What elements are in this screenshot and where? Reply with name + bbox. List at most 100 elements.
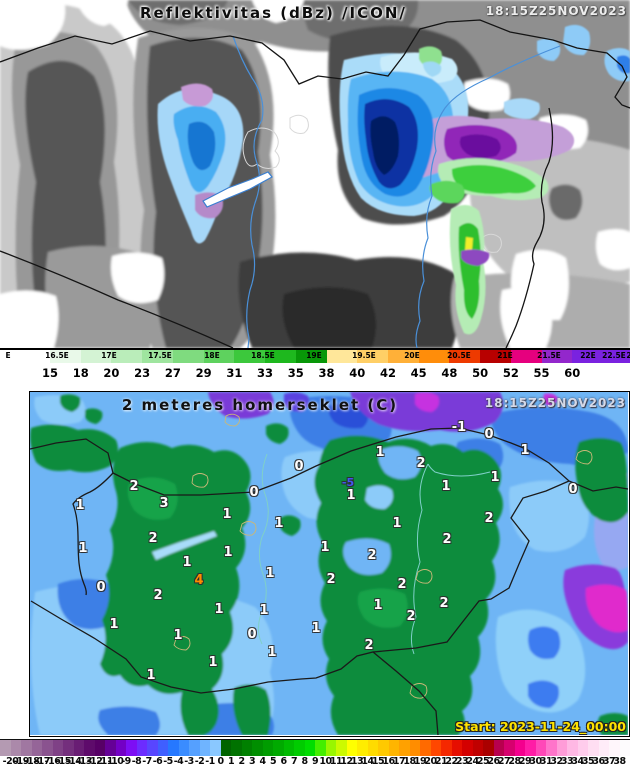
reflectivity-timestamp: 18:15Z25NOV2023: [485, 4, 627, 18]
temp-scale-label: 6: [280, 756, 287, 767]
colorbar-segment: [172, 350, 205, 363]
colorbar-segment: [418, 350, 450, 363]
longitude-label: 22E: [580, 351, 596, 360]
colorbar-segment: [168, 740, 179, 756]
colorbar-segment: [462, 740, 473, 756]
colorbar-segment: [619, 740, 630, 756]
temp-scale-label: 29: [518, 756, 532, 767]
temp-scale-label: -4: [173, 756, 184, 767]
temp-scale-label: -1: [205, 756, 215, 767]
station-temperature: 1: [223, 544, 233, 560]
colorbar-segment: [504, 740, 515, 756]
station-temperature: 2: [364, 637, 374, 653]
model-start-label: Start: 2023-11-24_00:00: [455, 719, 626, 734]
temp-scale-label: -13: [76, 756, 92, 767]
temp-scale-label: -16: [44, 756, 61, 767]
temp-scale-label: 25: [476, 756, 490, 767]
station-temperature: 1: [259, 602, 269, 618]
temp-scale-label: -17: [34, 756, 50, 767]
colorbar-segment: [480, 350, 512, 363]
temp-scale-label: 0: [217, 756, 224, 767]
dbz-scale-label: 23: [134, 366, 151, 380]
colorbar-segment: [325, 740, 337, 756]
longitude-label: 20E: [404, 351, 420, 360]
temp-scale-label: 12: [340, 756, 353, 767]
station-temperature: 1: [373, 597, 383, 613]
dbz-scale-label: 20: [103, 366, 120, 380]
temp-scale-label: 18: [403, 756, 416, 767]
colorbar-segment: [387, 350, 420, 363]
colorbar-segment: [0, 350, 51, 363]
colorbar-segment: [50, 350, 82, 363]
colorbar-segment: [147, 740, 158, 756]
station-temperature: 2: [129, 478, 139, 494]
dbz-scale-label: 15: [41, 366, 59, 380]
temp-scale-label: -6: [152, 756, 163, 767]
colorbar-segment: [294, 740, 305, 756]
colorbar-segment: [336, 740, 347, 756]
dbz-scale-label: 33: [257, 366, 274, 380]
lake-balaton: [202, 171, 273, 208]
station-temperature: 1: [320, 539, 330, 555]
temp-scale-label: -18: [23, 756, 40, 767]
station-temperature: 1: [182, 554, 192, 570]
colorbar-segment: [21, 740, 32, 756]
temp-scale-label: 21: [434, 756, 448, 767]
colorbar-segment: [441, 740, 452, 756]
colorbar-segment: [31, 740, 43, 756]
station-temperature: 0: [568, 481, 578, 497]
colorbar-segment: [265, 350, 297, 363]
colorbar-segment: [304, 740, 316, 756]
county-outlines: [242, 114, 502, 253]
station-temperature: 1: [214, 601, 224, 617]
temperature-scale-labels: -20 -19 -18 -17 -16 -15 -14 -13 -12 -11 -10 -9 -8 -7-…: [0, 756, 630, 768]
dbz-scale-label: 52: [502, 366, 519, 380]
reflectivity-map: Reflektivitas (dBz) /ICON/ 18:15Z25NOV20…: [0, 0, 630, 350]
temp-scale-label: -5: [163, 756, 173, 767]
temperature-title: 2 meteres homerseklet (C): [121, 396, 399, 414]
colorbar-segment: [546, 740, 557, 756]
temp-scale-label: 11: [329, 756, 343, 767]
station-temperature: 1: [274, 515, 284, 531]
temp-scale-label: 23: [455, 756, 469, 767]
temp-scale-label: 10: [319, 756, 332, 767]
colorbar-segment: [525, 740, 536, 756]
colorbar-segment: [451, 740, 463, 756]
station-temperature: 2: [367, 547, 377, 563]
colorbar-segment: [220, 740, 232, 756]
colorbar-segment: [178, 740, 190, 756]
colorbar-segment: [234, 350, 266, 363]
dbz-scale-label: 18: [72, 366, 89, 380]
station-temperature: 1: [75, 497, 85, 513]
temp-scale-label: 38: [613, 756, 626, 767]
station-temperature: -1: [451, 419, 467, 435]
longitude-label: 16.5E: [45, 351, 69, 360]
temp-scale-label: 16: [382, 756, 395, 767]
temp-scale-label: -2: [194, 756, 205, 767]
station-temperature: 1: [346, 487, 356, 503]
station-temperature: 1: [311, 620, 321, 636]
station-temperature: 1: [441, 478, 451, 494]
reflectivity-title: Reflektivitas (dBz) /ICON/: [140, 4, 407, 22]
colorbar-segment: [399, 740, 410, 756]
dbz-scale-label: 50: [472, 366, 489, 380]
temp-scale-label: -20: [2, 756, 19, 767]
country-borders: [30, 427, 628, 735]
temp-scale-label: -11: [97, 756, 113, 767]
colorbar-segment: [189, 740, 200, 756]
temp-scale-label: 30: [529, 756, 542, 767]
station-temperature: 1: [173, 627, 183, 643]
longitude-label: 18.5E: [251, 351, 275, 360]
temp-scale-label: 1: [227, 756, 235, 767]
colorbar-segment: [541, 350, 573, 363]
colorbar-segment: [346, 740, 358, 756]
station-temperature: 2: [439, 595, 449, 611]
dbz-scale-label: 31: [226, 366, 243, 380]
station-temperature: 0: [96, 579, 106, 595]
station-temperature: 1: [265, 565, 275, 581]
dbz-scale-label: 55: [533, 366, 550, 380]
dbz-scale-label: 60: [564, 366, 581, 380]
colorbar-segment: [572, 350, 630, 363]
station-temperature: 1: [208, 654, 218, 670]
